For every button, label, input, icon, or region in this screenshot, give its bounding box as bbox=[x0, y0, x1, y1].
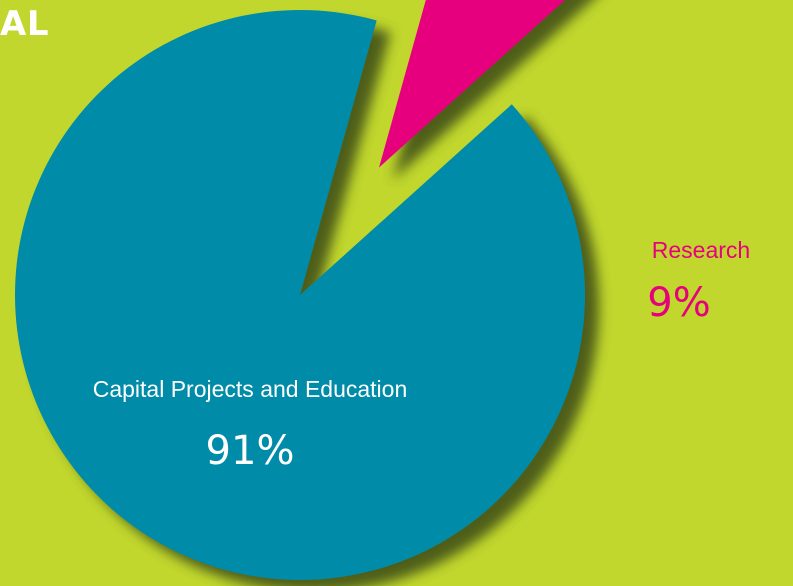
pie-slice-research bbox=[379, 0, 566, 168]
slice-label-capital-projects-and-education: Capital Projects and Education bbox=[92, 376, 408, 402]
slice-value-research: 9% bbox=[647, 280, 711, 326]
pie-slice-capital-projects-and-education bbox=[14, 9, 585, 581]
slice-label-research: Research bbox=[651, 237, 751, 263]
slice-value-capital-projects-and-education: 91% bbox=[205, 428, 295, 474]
chart-title-fragment: AL bbox=[0, 4, 49, 44]
